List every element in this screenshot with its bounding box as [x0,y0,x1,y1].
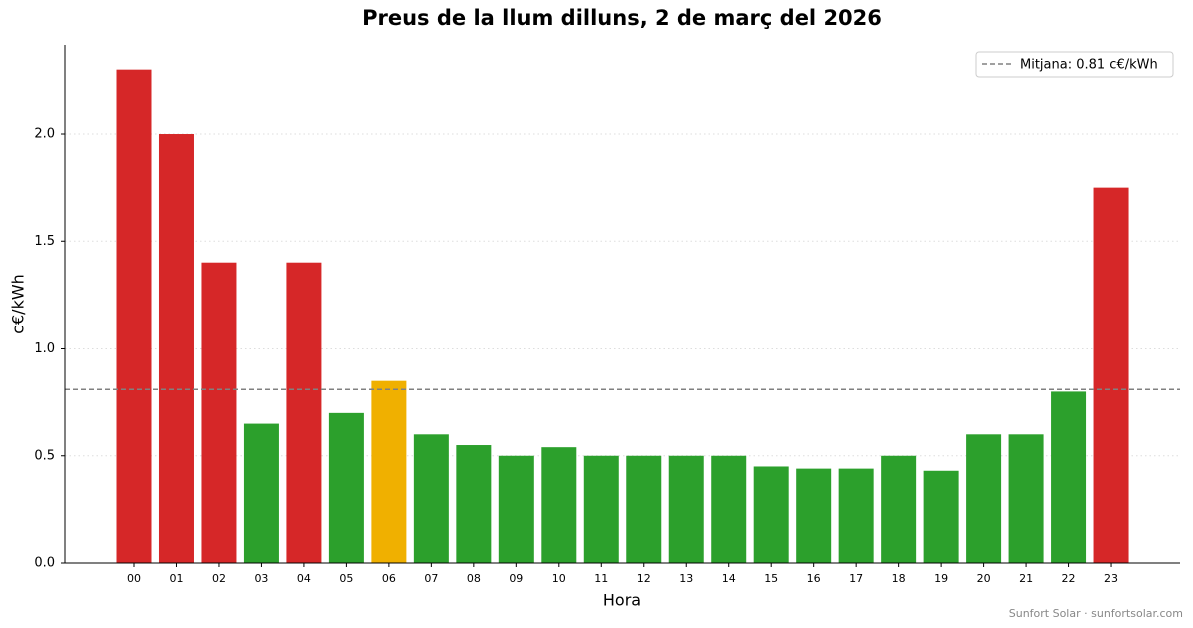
bar [201,262,237,563]
x-tick-label: 03 [254,572,268,585]
x-tick-label: 23 [1104,572,1118,585]
bar [328,412,364,563]
bar [626,455,662,563]
bar [116,69,152,564]
x-tick-label: 02 [212,572,226,585]
bar [286,262,322,563]
x-tick-label: 04 [297,572,311,585]
x-tick-label: 15 [764,572,778,585]
x-tick-label: 08 [467,572,481,585]
bar [838,468,874,563]
legend-label: Mitjana: 0.81 c€/kWh [1020,58,1158,73]
bar [881,455,917,563]
y-tick-label: 1.5 [34,234,55,249]
bar [498,455,534,563]
x-tick-label: 09 [509,572,523,585]
bar [541,447,577,563]
x-tick-label: 10 [552,572,566,585]
x-axis-label: Hora [603,591,641,610]
x-tick-label: 06 [382,572,396,585]
bar [371,380,407,563]
bar [413,434,449,563]
y-tick-label: 1.0 [34,341,55,356]
x-tick-label: 11 [594,572,608,585]
x-tick-label: 07 [424,572,438,585]
chart-title: Preus de la llum dilluns, 2 de març del … [362,6,882,30]
bar [753,466,789,563]
x-tick-label: 18 [892,572,906,585]
y-tick-label: 2.0 [34,127,55,142]
x-tick-label: 12 [637,572,651,585]
x-tick-label: 00 [127,572,141,585]
y-axis-label: c€/kWh [9,274,28,334]
x-tick-label: 05 [339,572,353,585]
bar [711,455,747,563]
bar [1093,187,1129,563]
legend-box [975,51,1174,78]
bar [158,134,194,563]
bar [668,455,704,563]
bar [966,434,1002,563]
bar [456,445,492,563]
bar [796,468,832,563]
footer: Sunfort Solar · sunfortsolar.com [1009,607,1183,620]
x-tick-label: 19 [934,572,948,585]
x-tick-label: 13 [679,572,693,585]
bar [923,470,959,563]
x-tick-label: 22 [1062,572,1076,585]
y-tick-label: 0.0 [34,556,55,571]
x-tick-label: 14 [722,572,736,585]
x-tick-label: 20 [977,572,991,585]
x-tick-label: 21 [1019,572,1033,585]
bar [1008,434,1044,563]
y-tick-label: 0.5 [34,448,55,463]
x-tick-label: 16 [807,572,821,585]
x-tick-label: 17 [849,572,863,585]
bar [243,423,279,563]
bar [583,455,619,563]
x-tick-label: 01 [169,572,183,585]
bar [1051,391,1087,563]
